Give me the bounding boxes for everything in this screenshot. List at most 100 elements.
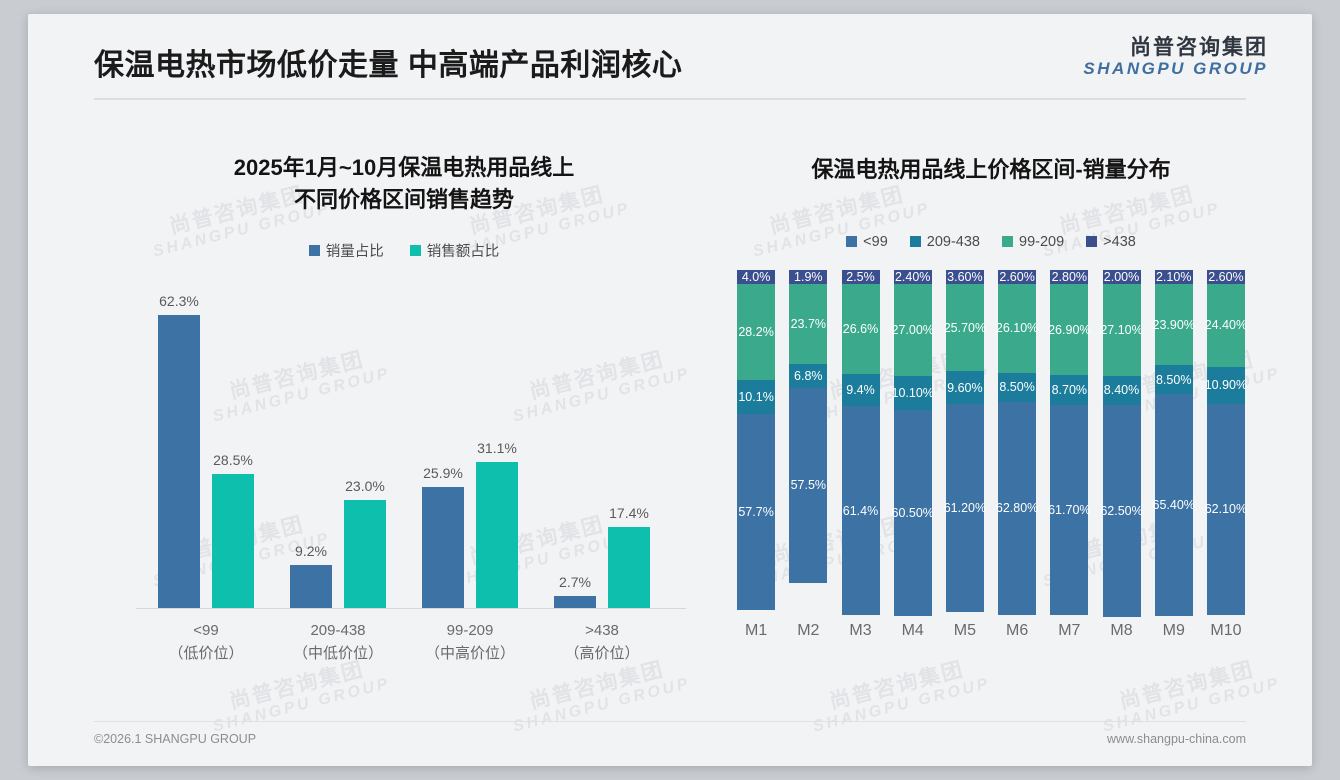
stack-segment[interactable]: 2.60% [998,269,1037,284]
stacked-bar[interactable]: 3.60% 25.70% 9.60% 61.20% [943,269,987,612]
legend-item-2[interactable]: 销售额占比 [409,240,499,261]
stack-segment[interactable]: 9.60% [945,371,984,404]
logo-english-text: SHANGPU GROUP [1083,59,1268,79]
legend-item-2[interactable]: 209-438 [909,234,980,250]
stacked-bar[interactable]: 2.10% 23.90% 8.50% 65.40% [1153,269,1195,617]
stack-segment[interactable]: 61.70% [1048,404,1091,615]
stack-segment[interactable]: 4.0% [737,269,776,284]
stack-segment[interactable]: 61.20% [944,403,986,612]
x-tick-range: <99 [193,621,219,639]
stacked-bar-column[interactable]: 2.80% 26.90% 8.70% 61.70% [1043,269,1095,615]
legend-item-3[interactable]: 99-209 [1002,234,1064,250]
stack-segment[interactable]: 6.8% [789,364,828,388]
stacked-bar[interactable]: 2.80% 26.90% 8.70% 61.70% [1048,269,1091,615]
bar-column[interactable]: 9.2% [290,279,332,609]
bar-rect[interactable] [554,596,596,609]
legend-label: <99 [863,233,888,250]
stacked-bar[interactable]: 2.40% 27.00% 10.10% 60.50% [892,269,934,616]
stack-segment[interactable]: 57.5% [789,387,828,584]
left-chart-x-axis [136,607,686,609]
stack-segment[interactable]: 26.90% [1048,283,1091,376]
bar-column[interactable]: 23.0% [344,279,386,609]
stacked-bar[interactable]: 1.9% 23.7% 6.8% 57.5% [789,269,828,610]
legend-item-1[interactable]: 销量占比 [308,240,384,261]
stack-segment[interactable]: 8.50% [1154,365,1193,395]
left-chart-title: 2025年1月~10月保温电热用品线上 不同价格区间销售趋势 [94,134,714,216]
bar-column[interactable]: 28.5% [212,279,254,609]
stacked-bar-column[interactable]: 2.40% 27.00% 10.10% 60.50% [887,269,939,616]
stack-segment-label: 57.7% [738,505,774,520]
stack-segment[interactable]: 27.10% [1100,283,1143,377]
bar-rect[interactable] [290,565,332,609]
stack-segment-label: 9.60% [947,380,983,395]
bar-column[interactable]: 25.9% [422,279,464,609]
stack-segment[interactable]: 62.10% [1205,403,1247,616]
stack-segment[interactable]: 26.10% [996,283,1038,373]
stacked-bar[interactable]: 2.60% 26.10% 8.50% 62.80% [996,269,1038,616]
stack-segment[interactable]: 62.80% [995,401,1039,616]
bar-column[interactable]: 62.3% [158,279,200,609]
bar-rect[interactable] [422,486,464,609]
stack-segment-label: 8.50% [999,380,1035,395]
legend-swatch-icon [1002,236,1013,248]
stack-segment[interactable]: 10.90% [1205,366,1247,404]
stack-segment[interactable]: 9.4% [841,374,880,407]
stack-segment[interactable]: 24.40% [1205,283,1247,367]
left-chart-title-line2: 不同价格区间销售趋势 [293,186,514,212]
bar-rect[interactable] [158,315,200,609]
stack-segment[interactable]: 3.60% [945,269,984,284]
bar-rect[interactable] [344,500,386,609]
bar-rect[interactable] [212,474,254,609]
stack-segment[interactable]: 1.9% [789,269,828,284]
stack-segment[interactable]: 2.80% [1050,269,1089,284]
stack-segment[interactable]: 8.70% [1050,375,1089,405]
stack-segment[interactable]: 26.6% [841,283,880,375]
stack-segment[interactable]: 2.40% [893,269,932,284]
bar-column[interactable]: 31.1% [476,279,518,609]
stacked-bar-column[interactable]: 2.60% 26.10% 8.50% 62.80% [991,269,1043,616]
stacked-bar-column[interactable]: 2.00% 27.10% 8.40% 62.50% [1095,269,1147,618]
x-axis-tick-label: M1 [744,621,768,639]
stack-segment[interactable]: 8.50% [998,372,1037,402]
stack-segment[interactable]: 27.00% [892,283,934,376]
stack-segment[interactable]: 25.70% [943,283,987,372]
bar-column[interactable]: 2.7% [554,279,596,609]
stack-segment[interactable]: 10.1% [737,379,776,415]
stack-segment[interactable]: 23.7% [789,283,828,365]
stack-segment[interactable]: 28.2% [737,283,776,380]
stacked-bar-column[interactable]: 2.5% 26.6% 9.4% 61.4% [834,269,886,616]
stack-segment[interactable]: 8.40% [1102,376,1141,405]
legend-item-1[interactable]: <99 [846,234,888,250]
stacked-bar[interactable]: 4.0% 28.2% 10.1% 57.7% [737,269,776,611]
stacked-bar-column[interactable]: 2.10% 23.90% 8.50% 65.40% [1148,269,1200,617]
x-tick-sublabel: （高价位） [564,645,640,663]
stacked-bar-column[interactable]: 2.60% 24.40% 10.90% 62.10% [1200,269,1252,616]
stacked-bar-column[interactable]: 1.9% 23.7% 6.8% 57.5% [782,269,834,610]
stack-segment-label: 28.2% [738,324,774,339]
stack-segment[interactable]: 2.5% [841,269,880,284]
bar-rect[interactable] [608,526,650,609]
stack-segment[interactable]: 23.90% [1153,283,1195,366]
stacked-bar[interactable]: 2.5% 26.6% 9.4% 61.4% [841,269,880,616]
stack-segment[interactable]: 65.40% [1153,394,1195,617]
stack-segment[interactable]: 2.10% [1154,269,1193,284]
stack-segment-label: 62.80% [995,501,1039,516]
stack-segment-label: 9.4% [846,383,875,398]
stack-segment[interactable]: 2.60% [1206,269,1245,284]
bar-rect[interactable] [476,462,518,609]
stack-segment-label: 8.40% [1103,383,1140,398]
stacked-bar[interactable]: 2.60% 24.40% 10.90% 62.10% [1205,269,1247,616]
bar-column[interactable]: 17.4% [608,279,650,609]
stacked-bar[interactable]: 2.00% 27.10% 8.40% 62.50% [1100,269,1143,618]
legend-item-4[interactable]: >438 [1086,234,1136,250]
stacked-bar-column[interactable]: 4.0% 28.2% 10.1% 57.7% [730,269,782,611]
stack-segment[interactable]: 2.00% [1102,269,1141,284]
stack-segment[interactable]: 60.50% [892,410,934,616]
stack-segment[interactable]: 57.7% [737,414,776,611]
stacked-bar-column[interactable]: 3.60% 25.70% 9.60% 61.20% [939,269,991,612]
stack-segment[interactable]: 62.50% [1100,404,1143,618]
bar-value-label: 62.3% [159,293,199,310]
stack-segment[interactable]: 10.10% [892,375,934,411]
stack-segment-label: 25.70% [943,320,987,335]
stack-segment[interactable]: 61.4% [841,406,880,616]
